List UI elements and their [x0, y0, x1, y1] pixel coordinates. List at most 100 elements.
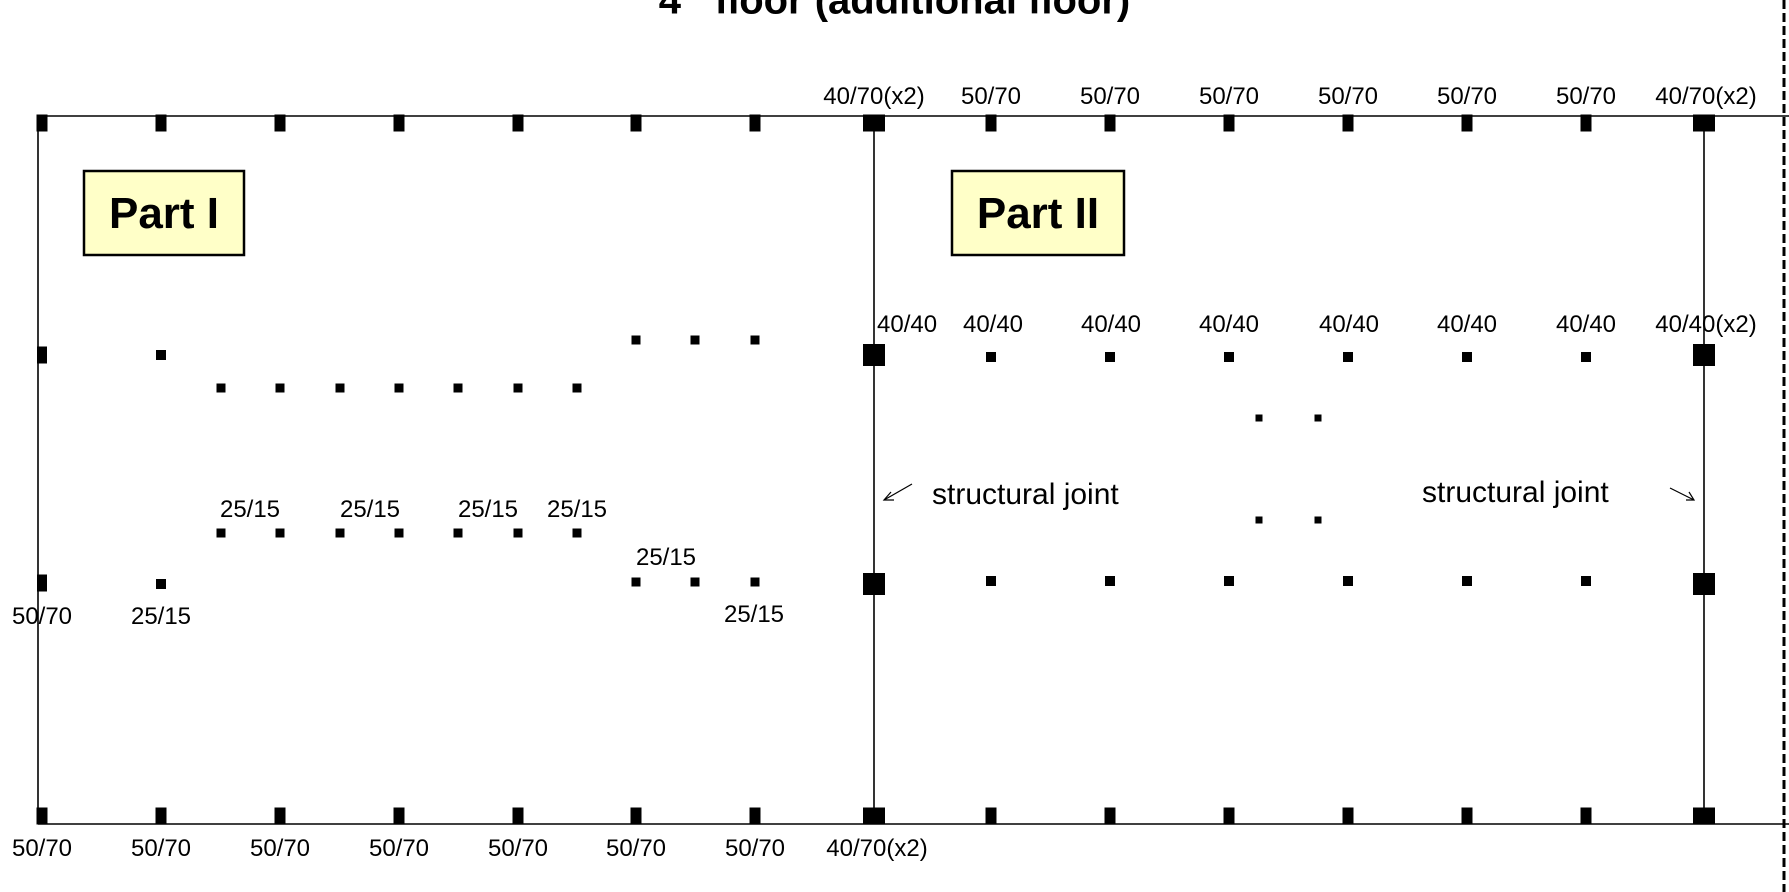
column-mark-small	[156, 579, 166, 589]
column-mark-small	[631, 335, 641, 345]
joint-annotation-left: structural joint	[882, 478, 1119, 511]
column-mark-small	[750, 335, 760, 345]
column-mark	[1104, 807, 1116, 825]
column-mark	[37, 346, 47, 364]
bottom-labels: 50/70 50/70 50/70 50/70 50/70 50/70 50/7…	[12, 835, 928, 862]
row4-label: 25/15	[458, 496, 518, 523]
column-mark	[1461, 114, 1473, 132]
bottom-label: 40/70(x2)	[826, 835, 927, 862]
frame-lines	[37, 115, 1789, 825]
column-mark	[630, 807, 642, 825]
column-mark-small	[394, 528, 404, 538]
row5-label: 50/70	[12, 603, 72, 630]
bottom-label: 50/70	[606, 835, 666, 862]
column-mark	[155, 807, 167, 825]
column-mark-small	[986, 576, 996, 586]
structural-joint-label-right: structural joint	[1422, 476, 1609, 509]
bottom-label: 50/70	[131, 835, 191, 862]
column-mark	[1104, 114, 1116, 132]
column-mark-small	[216, 383, 226, 393]
column-mark-small	[1462, 352, 1472, 362]
column-mark	[985, 114, 997, 132]
column-mark-small	[1343, 576, 1353, 586]
column-mark-small	[750, 577, 760, 587]
column-mark	[1580, 807, 1592, 825]
row2-label: 40/40	[877, 311, 937, 338]
column-mark	[1580, 114, 1592, 132]
part-one-label: Part I	[109, 189, 219, 238]
top-label: 50/70	[1318, 83, 1378, 110]
column-mark	[274, 807, 286, 825]
top-label: 50/70	[1556, 83, 1616, 110]
row2-label: 40/40	[1199, 311, 1259, 338]
row4-labels: 25/15 25/15 25/15 25/15	[220, 496, 607, 523]
column-mark	[1342, 114, 1354, 132]
column-mark	[985, 807, 997, 825]
row4-label: 25/15	[220, 496, 280, 523]
column-mark-double	[1693, 114, 1715, 132]
row5-label: 25/15	[724, 601, 784, 628]
column-mark-small	[1581, 352, 1591, 362]
column-mark-small	[275, 383, 285, 393]
bottom-label: 50/70	[369, 835, 429, 862]
column-mark	[393, 114, 405, 132]
column-mark	[1223, 807, 1235, 825]
column-mark-small	[690, 577, 700, 587]
column-mark	[155, 114, 167, 132]
top-label: 40/70(x2)	[1655, 83, 1756, 110]
column-mark	[749, 114, 761, 132]
bottom-label: 50/70	[12, 835, 72, 862]
top-labels: 40/70(x2) 50/70 50/70 50/70 50/70 50/70 …	[823, 83, 1756, 110]
top-label: 50/70	[1199, 83, 1259, 110]
column-mark-small	[1462, 576, 1472, 586]
column-mark	[1461, 807, 1473, 825]
column-mark-small	[572, 383, 582, 393]
column-mark-small	[1343, 352, 1353, 362]
column-mark	[274, 114, 286, 132]
part-two-label: Part II	[977, 189, 1099, 238]
column-mark-small	[1224, 352, 1234, 362]
bottom-label: 50/70	[250, 835, 310, 862]
column-mark	[512, 807, 524, 825]
column-mark	[1342, 807, 1354, 825]
row5-labels: 50/70 25/15 25/15 25/15	[12, 544, 784, 630]
column-mark-double	[863, 807, 885, 825]
row2-labels: 40/40 40/40 40/40 40/40 40/40 40/40 40/4…	[877, 311, 1757, 338]
top-label: 50/70	[1437, 83, 1497, 110]
column-mark-small	[513, 528, 523, 538]
column-mark-small	[1105, 576, 1115, 586]
top-label: 40/70(x2)	[823, 83, 924, 110]
top-label: 50/70	[961, 83, 1021, 110]
row2-label: 40/40	[1556, 311, 1616, 338]
row5-label: 25/15	[636, 544, 696, 571]
column-mark-double	[1693, 807, 1715, 825]
row2-label: 40/40	[963, 311, 1023, 338]
column-mark-small	[513, 383, 523, 393]
column-mark-small	[986, 352, 996, 362]
column-mark	[512, 114, 524, 132]
column-mark-small	[1224, 576, 1234, 586]
column-mark-small	[1255, 516, 1263, 524]
column-mark	[749, 807, 761, 825]
column-mark-small	[631, 577, 641, 587]
column-mark-small	[216, 528, 226, 538]
column-mark-large	[863, 344, 885, 366]
column-mark-small	[453, 383, 463, 393]
column-mark	[37, 574, 47, 592]
row5-label: 25/15	[131, 603, 191, 630]
column-mark	[393, 807, 405, 825]
page-title: 4th floor (additional floor)	[658, 0, 1131, 23]
column-mark	[36, 114, 48, 132]
column-mark-small	[335, 528, 345, 538]
column-mark	[36, 807, 48, 825]
row2-label: 40/40	[1319, 311, 1379, 338]
column-mark-small	[156, 350, 166, 360]
row2-label: 40/40	[1081, 311, 1141, 338]
column-mark	[630, 114, 642, 132]
column-mark-small	[1314, 516, 1322, 524]
column-mark-small	[1314, 414, 1322, 422]
row2-label: 40/40(x2)	[1655, 311, 1756, 338]
structural-joint-label-left: structural joint	[932, 478, 1119, 511]
column-mark-small	[572, 528, 582, 538]
